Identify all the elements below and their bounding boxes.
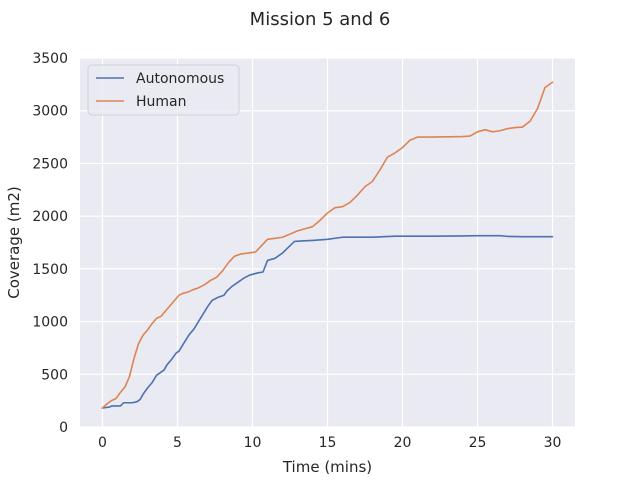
x-tick-label: 20 [394, 435, 412, 451]
y-tick-label: 1000 [32, 315, 68, 331]
series-line-human [101, 81, 554, 409]
y-tick-label: 3000 [32, 104, 68, 120]
series-line-autonomous [101, 234, 554, 409]
grid-lines [80, 57, 575, 428]
x-tick-label: 5 [173, 435, 182, 451]
y-axis-label: Coverage (m2) [5, 186, 23, 299]
x-tick-label: 15 [319, 435, 337, 451]
y-tick-label: 2000 [32, 209, 68, 225]
y-tick-label: 0 [59, 420, 68, 436]
y-tick-label: 1500 [32, 262, 68, 278]
y-axis-ticks: 0 500 1000 1500 2000 2500 3000 3500 [32, 51, 68, 436]
x-tick-label: 25 [469, 435, 487, 451]
legend-label-autonomous: Autonomous [136, 71, 224, 87]
y-tick-label: 3500 [32, 51, 68, 67]
y-tick-label: 500 [41, 367, 68, 383]
legend-box [87, 64, 240, 116]
x-tick-label: 0 [98, 435, 107, 451]
x-axis-label: Time (mins) [282, 458, 372, 476]
legend-label-human: Human [136, 94, 187, 110]
chart-title: Mission 5 and 6 [250, 9, 391, 30]
x-tick-label: 10 [244, 435, 262, 451]
x-tick-label: 30 [544, 435, 562, 451]
x-axis-ticks: 0 5 10 15 20 25 30 [98, 435, 561, 451]
series-lines [101, 81, 554, 409]
y-tick-label: 2500 [32, 156, 68, 172]
legend: Autonomous Human [87, 64, 240, 116]
